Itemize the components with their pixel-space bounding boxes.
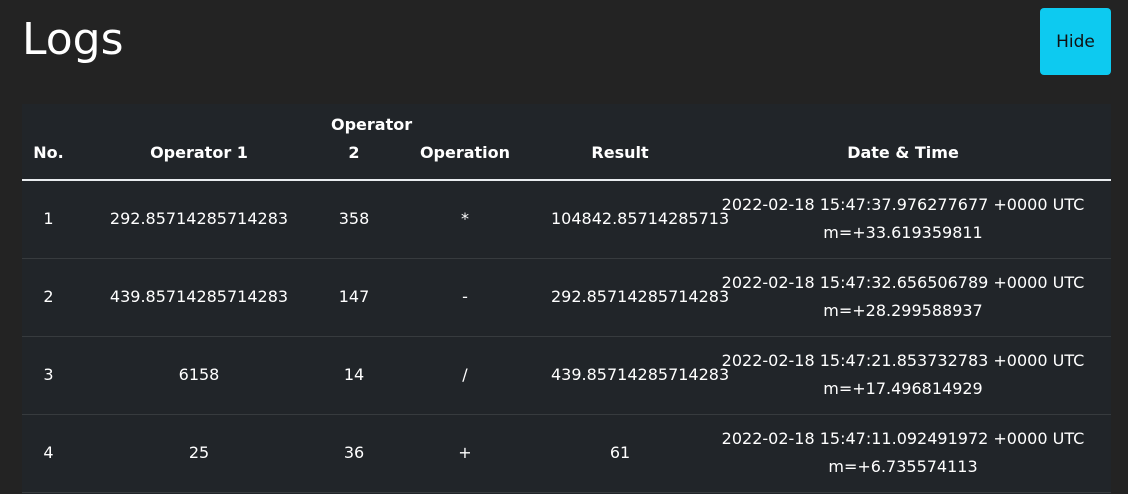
table-row: 2 439.85714285714283 147 - 292.857142857… <box>22 258 1111 337</box>
header-row: No. Operator 1 Operator 2 Operation Resu… <box>22 104 1111 181</box>
cell-operator-2: 147 <box>323 258 385 337</box>
cell-operator-1: 292.85714285714283 <box>75 180 323 259</box>
cell-operation: - <box>385 258 545 337</box>
column-header-operator-1: Operator 1 <box>75 104 323 181</box>
logs-table-container: No. Operator 1 Operator 2 Operation Resu… <box>22 104 1111 494</box>
cell-result: 292.85714285714283 <box>545 258 729 337</box>
cell-operator-1: 6158 <box>75 336 323 415</box>
cell-operator-1: 25 <box>75 414 323 493</box>
cell-operation: / <box>385 336 545 415</box>
column-header-date-time: Date & Time <box>695 104 1111 181</box>
table-row: 4 25 36 + 61 2022-02-18 15:47:11.0924919… <box>22 414 1111 493</box>
logs-table: No. Operator 1 Operator 2 Operation Resu… <box>22 104 1111 493</box>
cell-date-time: 2022-02-18 15:47:37.976277677 +0000 UTC … <box>695 180 1111 259</box>
cell-no: 4 <box>22 414 75 493</box>
cell-operator-2: 358 <box>323 180 385 259</box>
table-row: 1 292.85714285714283 358 * 104842.857142… <box>22 180 1111 259</box>
cell-date-time: 2022-02-18 15:47:21.853732783 +0000 UTC … <box>695 336 1111 415</box>
date-time-line-1: 2022-02-18 15:47:21.853732783 +0000 UTC <box>721 351 1085 370</box>
page-title: Logs <box>22 14 124 65</box>
cell-date-time: 2022-02-18 15:47:32.656506789 +0000 UTC … <box>695 258 1111 337</box>
column-header-result: Result <box>545 104 695 181</box>
cell-operator-2: 36 <box>323 414 385 493</box>
date-time-line-2: m=+33.619359811 <box>823 223 983 243</box>
cell-result: 61 <box>545 414 695 493</box>
cell-no: 3 <box>22 336 75 415</box>
column-header-operator-2: Operator 2 <box>323 104 412 181</box>
date-time-line-1: 2022-02-18 15:47:11.092491972 +0000 UTC <box>721 429 1085 448</box>
cell-operator-2: 14 <box>323 336 385 415</box>
cell-result: 104842.85714285713 <box>545 180 729 259</box>
date-time-line-2: m=+28.299588937 <box>823 301 983 320</box>
cell-date-time: 2022-02-18 15:47:11.092491972 +0000 UTC … <box>695 414 1111 493</box>
hide-button[interactable]: Hide <box>1040 8 1111 75</box>
cell-operation: * <box>385 180 545 259</box>
cell-result: 439.85714285714283 <box>545 336 729 415</box>
table-header: No. Operator 1 Operator 2 Operation Resu… <box>22 104 1111 181</box>
column-header-operation: Operation <box>385 104 545 181</box>
cell-no: 2 <box>22 258 75 337</box>
date-time-line-2: m=+17.496814929 <box>823 379 983 398</box>
date-time-line-1: 2022-02-18 15:47:32.656506789 +0000 UTC <box>721 273 1085 292</box>
cell-operator-1: 439.85714285714283 <box>75 258 323 337</box>
cell-operation: + <box>385 414 545 493</box>
table-body: 1 292.85714285714283 358 * 104842.857142… <box>22 180 1111 493</box>
cell-no: 1 <box>22 180 75 259</box>
date-time-line-2: m=+6.735574113 <box>828 457 978 476</box>
date-time-line-1: 2022-02-18 15:47:37.976277677 +0000 UTC <box>721 195 1085 215</box>
table-row: 3 6158 14 / 439.85714285714283 2022-02-1… <box>22 336 1111 415</box>
column-header-no: No. <box>22 104 75 181</box>
